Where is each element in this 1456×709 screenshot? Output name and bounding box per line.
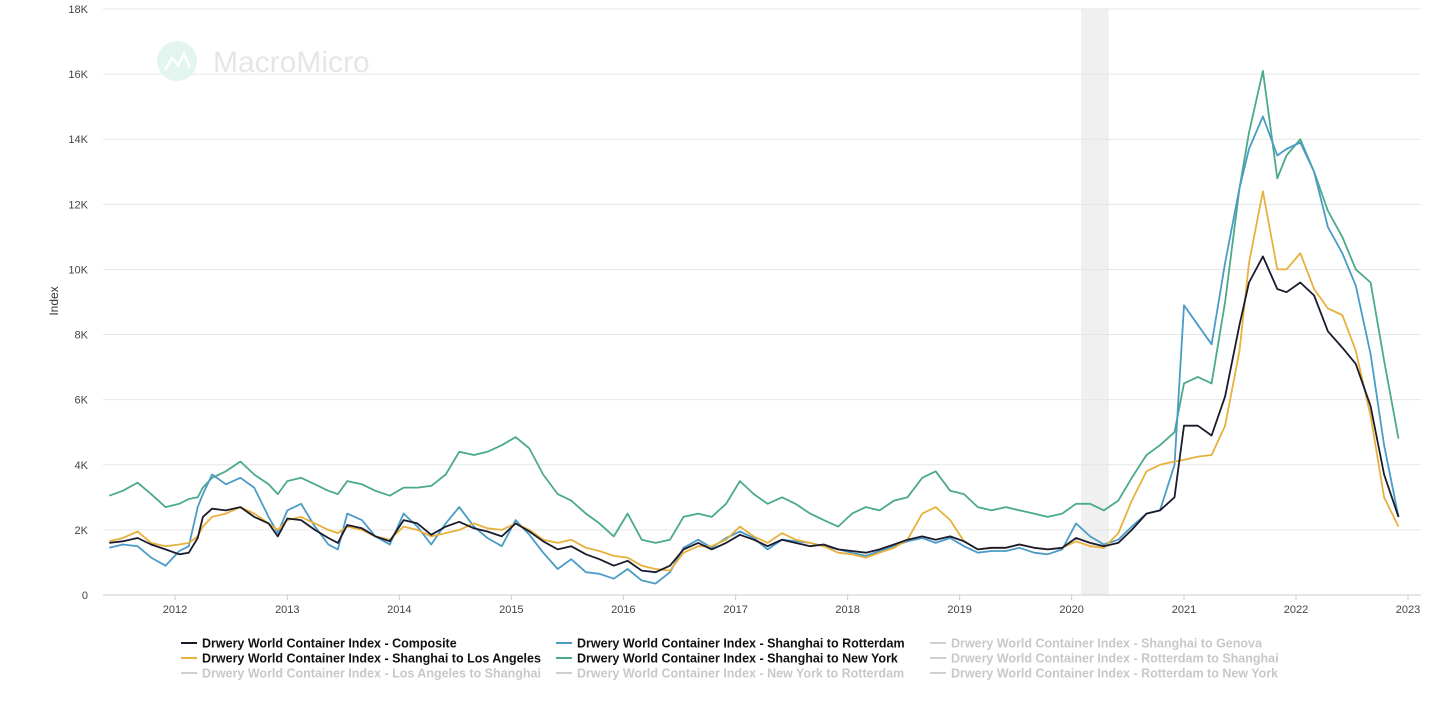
series-line-0 — [109, 255, 1400, 574]
x-tick-label: 2014 — [387, 604, 411, 616]
y-tick-label: 12K — [68, 199, 88, 211]
series-line-4 — [108, 70, 1400, 544]
x-tick-label: 2013 — [275, 604, 299, 616]
y-tick-label: 8K — [75, 330, 89, 342]
x-tick-label: 2019 — [947, 604, 971, 616]
x-tick-label: 2017 — [723, 604, 747, 616]
legend-label: Drwery World Container Index - Shanghai … — [202, 652, 541, 666]
legend-item[interactable]: Drwery World Container Index - Shanghai … — [181, 652, 541, 666]
legend-label: Drwery World Container Index - Los Angel… — [202, 667, 541, 681]
y-tick-label: 14K — [68, 134, 88, 146]
x-tick-label: 2015 — [499, 604, 523, 616]
legend-label: Drwery World Container Index - Composite — [202, 637, 457, 651]
legend-label: Drwery World Container Index - Shanghai … — [577, 652, 898, 666]
y-tick-label: 16K — [68, 69, 88, 81]
y-tick-label: 2K — [75, 525, 89, 537]
legend-item[interactable]: Drwery World Container Index - Los Angel… — [181, 667, 541, 681]
legend-item[interactable]: Drwery World Container Index - Shanghai … — [556, 637, 905, 651]
legend-item[interactable]: Drwery World Container Index - Shanghai … — [930, 637, 1263, 651]
x-tick-label: 2020 — [1059, 604, 1083, 616]
y-axis-ticks: 0 2K 4K 6K 8K 10K 12K 14K 16K 18K — [68, 4, 88, 602]
legend-item[interactable]: Drwery World Container Index - Shanghai … — [556, 652, 898, 666]
gridlines — [103, 8, 1421, 596]
series-lines — [108, 70, 1400, 585]
x-axis-ticks: 2012 2013 2014 2015 2016 2017 2018 2019 2020 2021… — [163, 595, 1420, 616]
y-tick-label: 6K — [75, 395, 89, 407]
y-tick-label: 4K — [75, 460, 89, 472]
legend-label: Drwery World Container Index - Rotterdam… — [951, 667, 1278, 681]
x-tick-label: 2022 — [1284, 604, 1308, 616]
legend-item[interactable]: Drwery World Container Index - Composite — [181, 637, 457, 651]
legend-label: Drwery World Container Index - Shanghai … — [577, 637, 905, 651]
x-tick-label: 2016 — [611, 604, 635, 616]
watermark: MacroMicro — [157, 41, 370, 81]
legend-item[interactable]: Drwery World Container Index - Rotterdam… — [930, 652, 1279, 666]
recession-shading — [1081, 9, 1109, 595]
legend-item[interactable]: Drwery World Container Index - Rotterdam… — [930, 667, 1278, 681]
series-line-1 — [109, 115, 1400, 585]
legend: Drwery World Container Index - Composite… — [181, 637, 1279, 681]
x-tick-label: 2023 — [1396, 604, 1420, 616]
x-tick-label: 2021 — [1172, 604, 1196, 616]
y-tick-label: 18K — [68, 4, 88, 16]
legend-item[interactable]: Drwery World Container Index - New York … — [556, 667, 904, 681]
series-line-3 — [109, 190, 1400, 572]
y-tick-label: 10K — [68, 264, 88, 276]
shaded-period — [1081, 9, 1109, 595]
legend-label: Drwery World Container Index - Shanghai … — [951, 637, 1263, 651]
x-tick-label: 2012 — [163, 604, 187, 616]
legend-label: Drwery World Container Index - Rotterdam… — [951, 652, 1279, 666]
y-axis-label: Index — [47, 286, 61, 315]
y-tick-label: 0 — [82, 590, 88, 602]
x-tick-label: 2018 — [835, 604, 859, 616]
macromicro-logo-icon — [157, 41, 197, 81]
watermark-text: MacroMicro — [213, 46, 370, 79]
legend-label: Drwery World Container Index - New York … — [577, 667, 904, 681]
